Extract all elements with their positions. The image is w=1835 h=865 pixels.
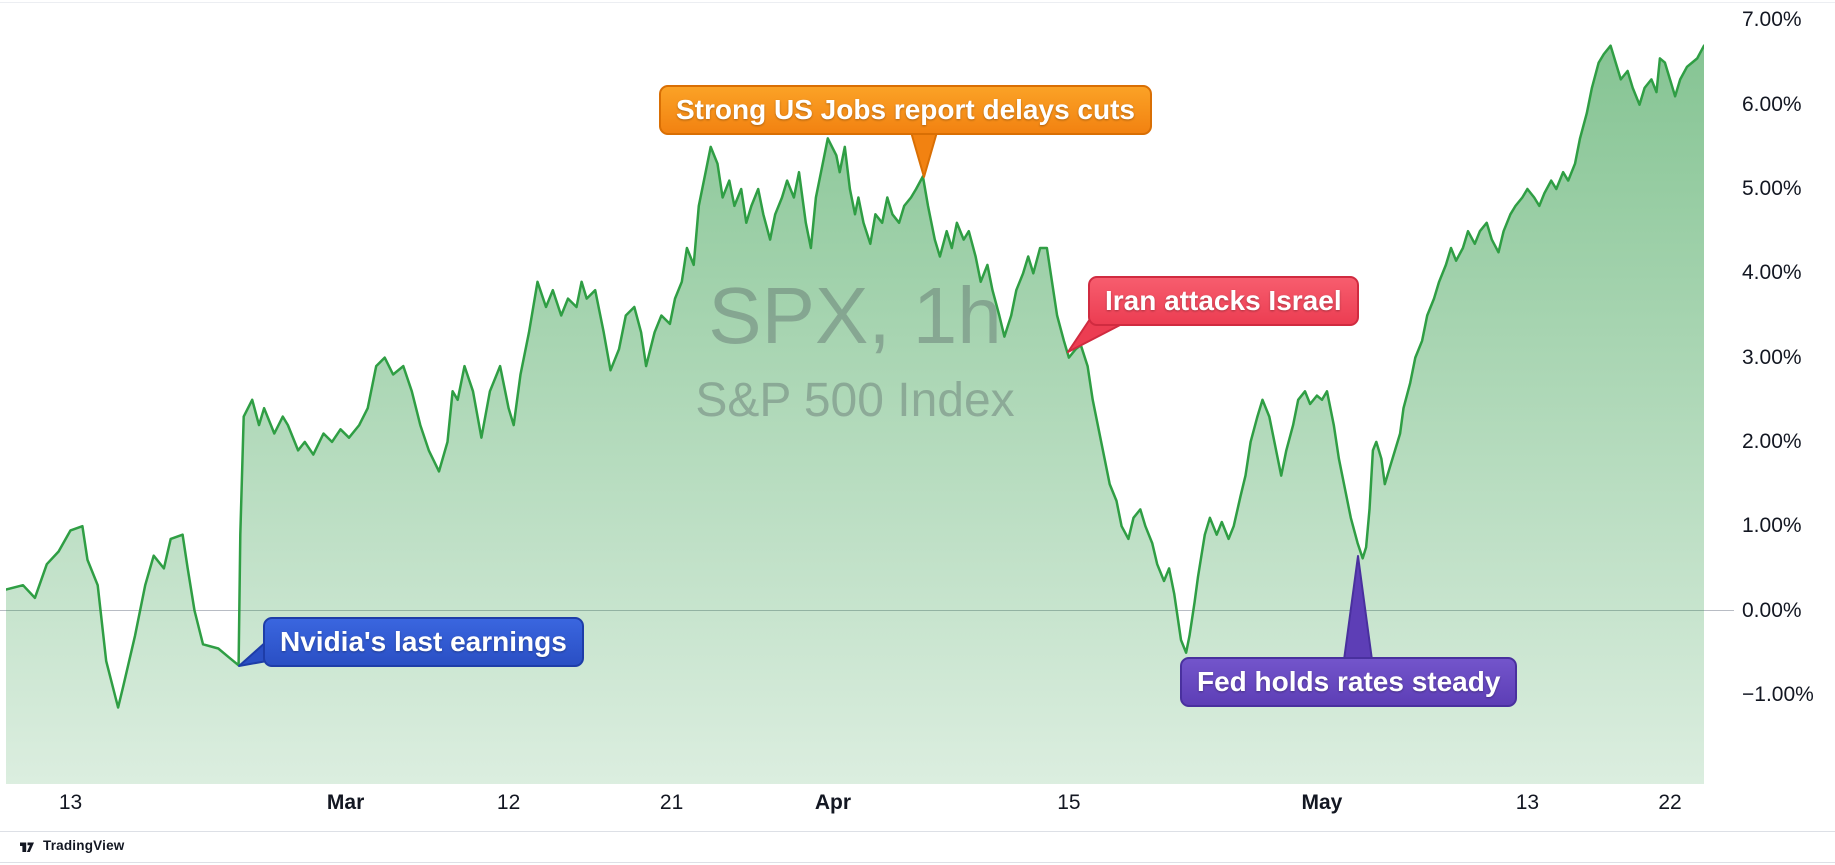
axis-separator-line [0,831,1835,832]
y-axis-label: 5.00% [1742,177,1802,201]
price-line [6,44,1704,709]
x-axis-label: 22 [1658,791,1682,814]
y-axis-label: 0.00% [1742,598,1802,622]
callout-nvidia-earnings[interactable]: Nvidia's last earnings [263,617,584,667]
y-axis-label: 2.00% [1742,429,1802,453]
x-axis-label: Mar [326,791,365,814]
tradingview-logo-text: TradingView [43,838,125,853]
x-axis-label: 15 [1057,791,1081,814]
callout-fed-rates[interactable]: Fed holds rates steady [1180,657,1518,707]
top-border [0,2,1835,3]
tradingview-logo-icon [20,842,34,852]
y-axis-label: 7.00% [1742,8,1802,32]
x-axis-label: Apr [814,791,852,814]
y-axis-label: 4.00% [1742,261,1802,285]
callout-jobs-report[interactable]: Strong US Jobs report delays cuts [659,85,1152,135]
y-axis-label: 6.00% [1742,92,1802,116]
x-axis-label: 21 [659,791,684,814]
tradingview-logo[interactable]: TradingView [20,838,124,853]
x-axis-label: 13 [1515,791,1540,814]
price-area-chart[interactable] [6,12,1704,784]
y-axis-label: 3.00% [1742,345,1802,369]
x-axis-label: May [1301,791,1343,814]
y-axis-label: −1.00% [1742,682,1814,706]
area-fill [6,45,1704,784]
y-axis-label: 1.00% [1742,514,1802,538]
x-axis-label: 12 [496,791,521,814]
x-axis-label: 13 [58,791,83,814]
callout-iran-attacks[interactable]: Iran attacks Israel [1088,276,1359,326]
bottom-border [0,862,1835,863]
